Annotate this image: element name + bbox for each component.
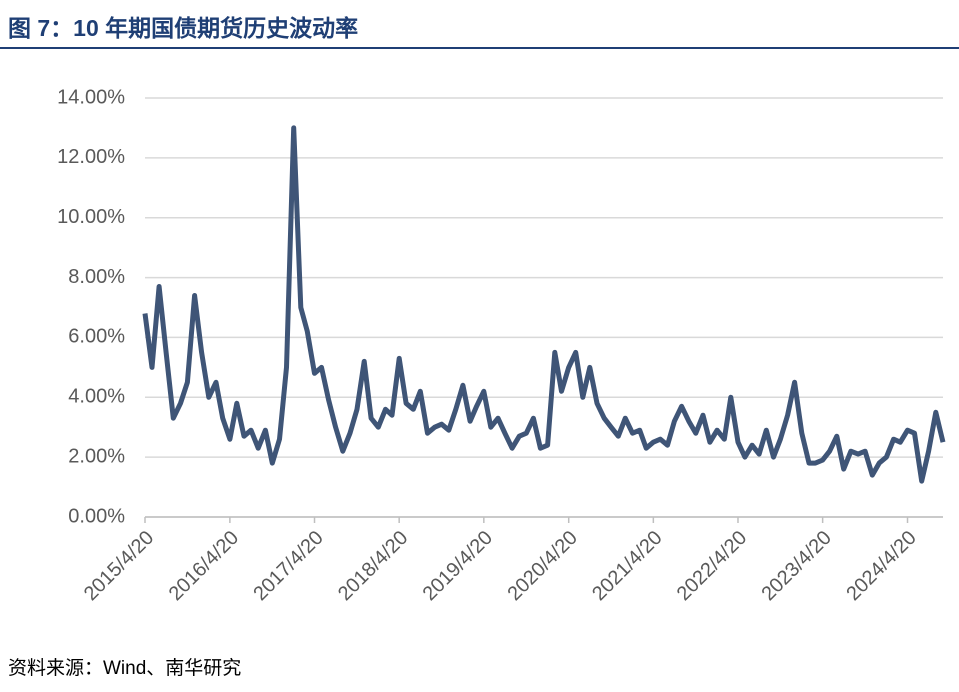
y-tick-label: 2.00% — [68, 445, 125, 467]
x-tick-label: 2016/4/20 — [165, 527, 243, 605]
x-tick-label: 2018/4/20 — [334, 527, 412, 605]
x-tick-label: 2022/4/20 — [673, 527, 751, 605]
x-tick-label: 2021/4/20 — [588, 527, 666, 605]
y-tick-label: 14.00% — [57, 86, 125, 108]
x-tick-label: 2015/4/20 — [80, 527, 158, 605]
x-tick-label: 2020/4/20 — [503, 527, 581, 605]
y-tick-label: 10.00% — [57, 206, 125, 228]
x-tick-label: 2023/4/20 — [757, 527, 835, 605]
x-tick-label: 2017/4/20 — [249, 527, 327, 605]
y-tick-label: 8.00% — [68, 266, 125, 288]
x-tick-label: 2024/4/20 — [842, 527, 920, 605]
x-tick-label: 2019/4/20 — [419, 527, 497, 605]
source-note: 资料来源：Wind、南华研究 — [8, 657, 241, 679]
chart-title: 图 7：10 年期国债期货历史波动率 — [8, 15, 358, 41]
y-tick-label: 6.00% — [68, 326, 125, 348]
y-tick-label: 4.00% — [68, 386, 125, 408]
line-series — [142, 125, 946, 484]
y-tick-label: 12.00% — [57, 146, 125, 168]
y-tick-label: 0.00% — [68, 505, 125, 527]
